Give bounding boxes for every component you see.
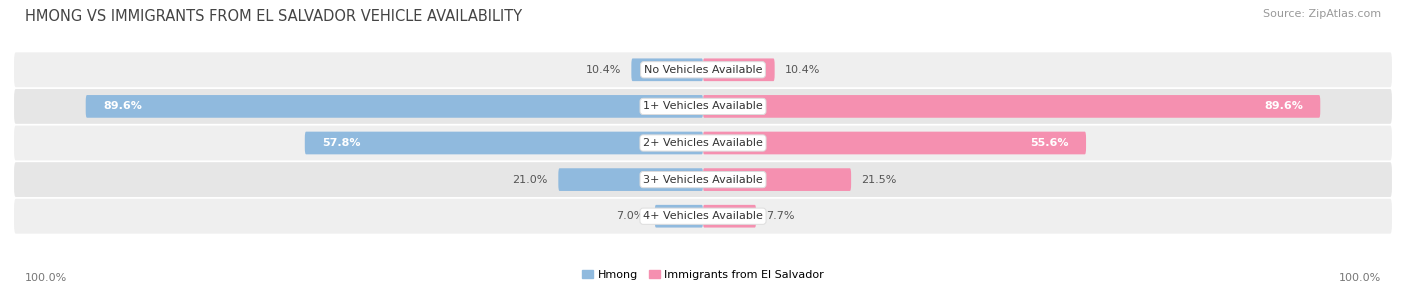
FancyBboxPatch shape	[305, 132, 703, 154]
Text: 100.0%: 100.0%	[25, 273, 67, 283]
Text: Source: ZipAtlas.com: Source: ZipAtlas.com	[1263, 9, 1381, 19]
FancyBboxPatch shape	[655, 205, 703, 228]
Text: HMONG VS IMMIGRANTS FROM EL SALVADOR VEHICLE AVAILABILITY: HMONG VS IMMIGRANTS FROM EL SALVADOR VEH…	[25, 9, 523, 23]
FancyBboxPatch shape	[703, 58, 775, 81]
FancyBboxPatch shape	[14, 89, 1392, 124]
Text: 1+ Vehicles Available: 1+ Vehicles Available	[643, 102, 763, 111]
Text: 55.6%: 55.6%	[1031, 138, 1069, 148]
Text: 100.0%: 100.0%	[1339, 273, 1381, 283]
FancyBboxPatch shape	[14, 126, 1392, 160]
FancyBboxPatch shape	[703, 95, 1320, 118]
FancyBboxPatch shape	[14, 199, 1392, 234]
Text: 10.4%: 10.4%	[586, 65, 621, 75]
FancyBboxPatch shape	[703, 132, 1085, 154]
Text: 2+ Vehicles Available: 2+ Vehicles Available	[643, 138, 763, 148]
FancyBboxPatch shape	[703, 205, 756, 228]
FancyBboxPatch shape	[86, 95, 703, 118]
Text: 21.0%: 21.0%	[513, 175, 548, 184]
Text: 89.6%: 89.6%	[1264, 102, 1303, 111]
FancyBboxPatch shape	[631, 58, 703, 81]
Text: 3+ Vehicles Available: 3+ Vehicles Available	[643, 175, 763, 184]
Text: 57.8%: 57.8%	[322, 138, 360, 148]
FancyBboxPatch shape	[558, 168, 703, 191]
Text: 10.4%: 10.4%	[785, 65, 820, 75]
FancyBboxPatch shape	[14, 162, 1392, 197]
Text: No Vehicles Available: No Vehicles Available	[644, 65, 762, 75]
Legend: Hmong, Immigrants from El Salvador: Hmong, Immigrants from El Salvador	[582, 270, 824, 280]
FancyBboxPatch shape	[703, 168, 851, 191]
Text: 4+ Vehicles Available: 4+ Vehicles Available	[643, 211, 763, 221]
FancyBboxPatch shape	[14, 52, 1392, 87]
Text: 89.6%: 89.6%	[103, 102, 142, 111]
Text: 21.5%: 21.5%	[862, 175, 897, 184]
Text: 7.7%: 7.7%	[766, 211, 794, 221]
Text: 7.0%: 7.0%	[616, 211, 644, 221]
